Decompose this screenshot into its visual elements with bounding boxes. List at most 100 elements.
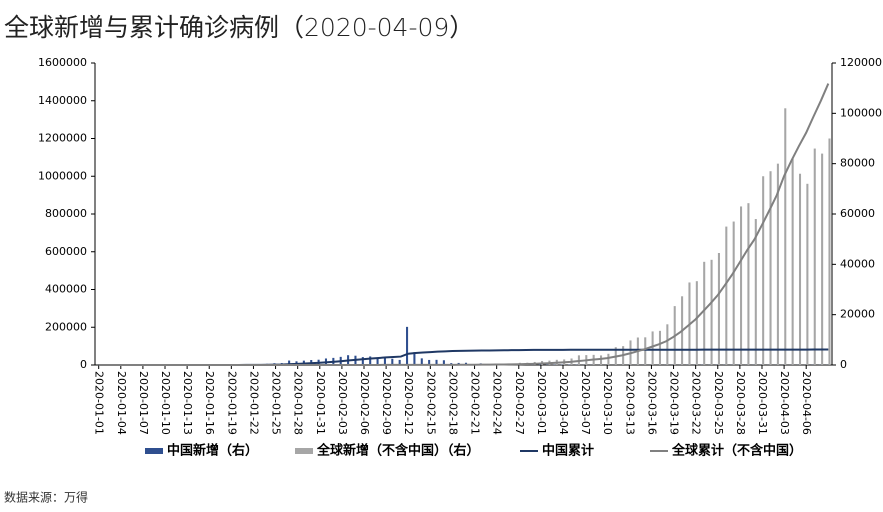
bar bbox=[376, 358, 379, 365]
source-note: 数据来源：万得 bbox=[4, 490, 88, 505]
x-tick-label: 2020-02-24 bbox=[491, 371, 504, 435]
x-tick-label: 2020-03-10 bbox=[601, 371, 614, 435]
bar bbox=[398, 359, 401, 365]
x-tick-label: 2020-02-27 bbox=[513, 371, 526, 435]
y-tick-label: 1000000 bbox=[38, 169, 87, 182]
bar bbox=[538, 364, 541, 365]
bar bbox=[383, 357, 386, 365]
bar bbox=[703, 261, 706, 365]
x-tick-label: 2020-03-19 bbox=[668, 371, 681, 435]
legend-label: 全球累计（不含中国） bbox=[671, 443, 802, 459]
bar bbox=[813, 148, 816, 365]
x-tick-label: 2020-02-15 bbox=[424, 371, 437, 435]
bar bbox=[644, 337, 647, 365]
legend-label: 中国累计 bbox=[542, 443, 594, 459]
x-tick-label: 2020-01-19 bbox=[225, 371, 238, 435]
y2-tick-label: 60000 bbox=[840, 207, 875, 220]
bar bbox=[607, 353, 610, 365]
y-tick-label: 400000 bbox=[45, 283, 87, 296]
bar bbox=[599, 355, 603, 365]
y2-tick-label: 0 bbox=[840, 358, 847, 371]
x-tick-label: 2020-01-01 bbox=[93, 371, 106, 435]
bar bbox=[717, 253, 720, 365]
bar bbox=[828, 138, 831, 365]
legend-item: 全球新增（不含中国）（右） bbox=[295, 443, 480, 459]
bar bbox=[806, 183, 809, 365]
y-tick-label: 0 bbox=[80, 358, 87, 371]
x-tick-label: 2020-01-22 bbox=[247, 371, 260, 435]
line bbox=[98, 83, 830, 366]
x-tick-label: 2020-03-28 bbox=[734, 371, 747, 435]
legend-label: 全球新增（不含中国）（右） bbox=[316, 443, 480, 459]
x-tick-label: 2020-02-03 bbox=[336, 371, 349, 435]
bar bbox=[725, 226, 728, 365]
x-tick-label: 2020-02-21 bbox=[469, 371, 482, 435]
bar bbox=[413, 352, 416, 365]
x-tick-label: 2020-04-06 bbox=[800, 371, 813, 435]
bar bbox=[651, 331, 654, 365]
bar bbox=[288, 360, 291, 365]
bar bbox=[784, 108, 787, 366]
bar bbox=[369, 356, 372, 365]
y-tick-label: 1200000 bbox=[38, 132, 87, 145]
y2-tick-label: 20000 bbox=[840, 308, 875, 321]
bar bbox=[361, 357, 364, 365]
bar bbox=[762, 176, 765, 365]
bar bbox=[435, 359, 438, 365]
bar bbox=[658, 330, 662, 365]
legend-swatch bbox=[145, 448, 163, 454]
x-tick-label: 2020-01-10 bbox=[159, 371, 172, 435]
x-tick-label: 2020-03-31 bbox=[756, 371, 769, 435]
legend-item: 中国累计 bbox=[520, 443, 594, 459]
x-tick-label: 2020-01-04 bbox=[115, 371, 128, 435]
bar bbox=[666, 324, 669, 365]
x-tick-label: 2020-02-09 bbox=[380, 371, 393, 435]
x-tick-label: 2020-01-16 bbox=[203, 371, 216, 435]
bar bbox=[798, 173, 802, 365]
x-tick-label: 2020-03-04 bbox=[557, 371, 570, 435]
y-tick-label: 600000 bbox=[45, 245, 87, 258]
y2-tick-label: 100000 bbox=[840, 106, 882, 119]
bar bbox=[754, 219, 757, 365]
bar bbox=[420, 358, 423, 365]
y-tick-label: 800000 bbox=[45, 207, 87, 220]
bar bbox=[442, 360, 445, 365]
x-tick-label: 2020-03-13 bbox=[623, 371, 636, 435]
bar bbox=[791, 158, 794, 365]
y2-tick-label: 80000 bbox=[840, 157, 875, 170]
chart-title: 全球新增与累计确诊病例（2020-04-09） bbox=[4, 13, 474, 42]
x-tick-label: 2020-03-25 bbox=[712, 371, 725, 435]
x-tick-label: 2020-01-31 bbox=[314, 371, 327, 435]
legend-item: 全球累计（不含中国） bbox=[650, 443, 802, 459]
x-tick-label: 2020-03-01 bbox=[535, 371, 548, 435]
x-tick-label: 2020-03-22 bbox=[690, 371, 703, 435]
legend-label: 中国新增（右） bbox=[167, 443, 258, 459]
legend-item: 中国新增（右） bbox=[145, 443, 258, 459]
bar bbox=[769, 171, 772, 365]
y-tick-label: 200000 bbox=[45, 320, 87, 333]
bar bbox=[710, 259, 713, 365]
x-tick-label: 2020-04-03 bbox=[778, 371, 791, 435]
bar bbox=[821, 153, 824, 365]
x-tick-label: 2020-03-16 bbox=[645, 371, 658, 435]
bar bbox=[740, 206, 743, 365]
bar bbox=[776, 163, 779, 365]
x-tick-label: 2020-02-12 bbox=[402, 371, 415, 435]
legend-swatch bbox=[295, 448, 313, 454]
y-tick-label: 1400000 bbox=[38, 94, 87, 107]
bar bbox=[406, 326, 409, 365]
x-tick-label: 2020-01-28 bbox=[292, 371, 305, 435]
y2-tick-label: 120000 bbox=[840, 56, 882, 69]
x-tick-label: 2020-03-07 bbox=[579, 371, 592, 435]
x-tick-label: 2020-01-13 bbox=[181, 371, 194, 435]
x-tick-label: 2020-02-06 bbox=[358, 371, 371, 435]
bar bbox=[391, 358, 394, 365]
bar bbox=[428, 359, 431, 365]
x-tick-label: 2020-02-18 bbox=[446, 371, 459, 435]
y-tick-label: 1600000 bbox=[38, 56, 87, 69]
x-tick-label: 2020-01-25 bbox=[270, 371, 283, 435]
x-tick-label: 2020-01-07 bbox=[137, 371, 150, 435]
bar bbox=[695, 281, 698, 365]
bar bbox=[732, 221, 735, 365]
